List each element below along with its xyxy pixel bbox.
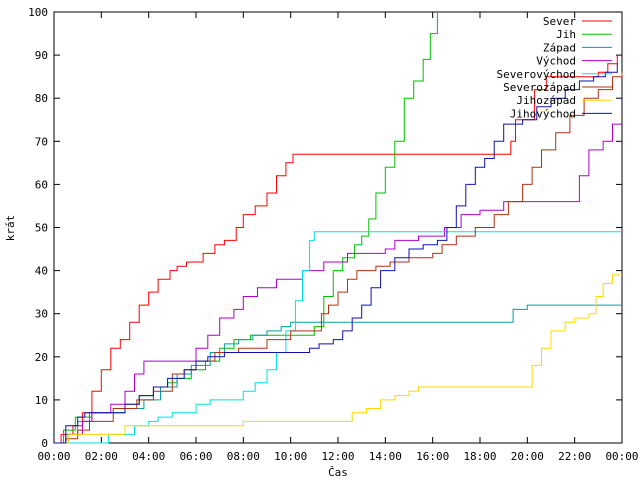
x-tick-label: 02:00 <box>85 450 118 463</box>
y-tick-label: 100 <box>28 6 48 19</box>
series-line-Jihozápad <box>54 274 622 444</box>
x-tick-label: 04:00 <box>132 450 165 463</box>
y-axis-ticks: 0 10 20 30 40 50 60 70 80 90 100 <box>28 6 622 450</box>
y-tick-label: 90 <box>35 49 48 62</box>
y-tick-label: 80 <box>35 92 48 105</box>
y-tick-label: 30 <box>35 308 48 321</box>
legend-label: Severozápad <box>503 81 576 94</box>
x-tick-label: 22:00 <box>558 450 591 463</box>
x-tick-label: 20:00 <box>511 450 544 463</box>
x-tick-label: 00:00 <box>605 450 638 463</box>
series-line-Východ <box>54 123 622 444</box>
x-tick-label: 16:00 <box>416 450 449 463</box>
y-tick-label: 40 <box>35 265 48 278</box>
x-axis-ticks: 00:00 02:00 04:00 06:00 08:00 10:00 12:00 14:00… <box>37 12 639 463</box>
y-tick-label: 0 <box>41 437 48 450</box>
x-tick-label: 00:00 <box>37 450 70 463</box>
legend-label: Západ <box>543 41 576 54</box>
x-tick-label: 10:00 <box>274 450 307 463</box>
legend-label: Jih <box>556 28 576 41</box>
series-line-Severovýchod <box>54 231 622 444</box>
y-tick-label: 70 <box>35 135 48 148</box>
x-tick-label: 12:00 <box>321 450 354 463</box>
legend-label: Severovýchod <box>497 68 576 81</box>
legend-label: Sever <box>543 15 576 28</box>
series-line-Sever <box>54 55 618 444</box>
x-tick-label: 18:00 <box>463 450 496 463</box>
x-axis-title: Čas <box>328 466 348 479</box>
series-line-Severozápad <box>54 72 623 444</box>
y-tick-label: 50 <box>35 222 48 235</box>
series-group <box>54 12 623 444</box>
series-line-Jih <box>54 12 438 444</box>
x-tick-label: 06:00 <box>179 450 212 463</box>
legend-label: Jihozápad <box>516 94 576 107</box>
y-tick-label: 10 <box>35 394 48 407</box>
x-tick-label: 14:00 <box>369 450 402 463</box>
y-axis-title: krát <box>4 215 17 242</box>
y-tick-label: 60 <box>35 178 48 191</box>
series-line-Jihovýchod <box>54 63 618 444</box>
legend-label: Východ <box>536 55 576 68</box>
y-tick-label: 20 <box>35 351 48 364</box>
x-tick-label: 08:00 <box>227 450 260 463</box>
legend-label: Jihovýchod <box>510 107 576 120</box>
legend: SeverJihZápadVýchodSeverovýchodSeverozáp… <box>497 15 612 120</box>
